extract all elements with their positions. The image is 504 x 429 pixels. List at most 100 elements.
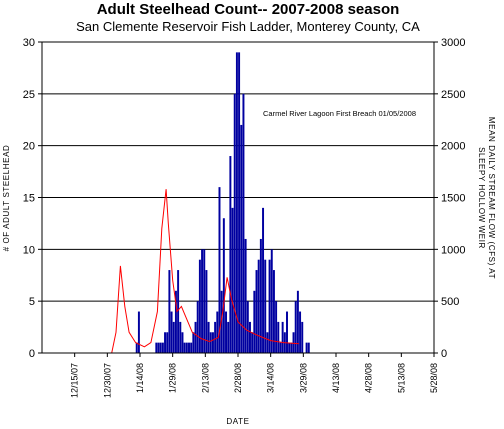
steelhead-bar bbox=[166, 332, 169, 353]
steelhead-bar bbox=[218, 187, 221, 353]
plot-area bbox=[41, 41, 435, 354]
steelhead-bar bbox=[216, 311, 219, 353]
steelhead-bar bbox=[207, 321, 210, 353]
steelhead-bar bbox=[170, 311, 173, 353]
steelhead-bar bbox=[277, 321, 280, 353]
steelhead-bar bbox=[286, 311, 288, 353]
steelhead-bar bbox=[253, 290, 256, 353]
y2-tick-label: 1000 bbox=[441, 244, 465, 256]
steelhead-bar bbox=[266, 332, 269, 353]
y-tick-label: 5 bbox=[29, 296, 35, 308]
left-axis-ticks: 0 5 10 15 20 25 30 bbox=[23, 37, 42, 360]
steelhead-bar bbox=[255, 270, 258, 353]
steelhead-bar bbox=[246, 301, 249, 353]
steelhead-bar bbox=[181, 332, 184, 353]
y-tick-label: 30 bbox=[23, 37, 35, 49]
steelhead-bar bbox=[214, 321, 217, 353]
steelhead-bar bbox=[233, 93, 236, 353]
y-axis-label: # OF ADULT STEELHEAD bbox=[2, 145, 11, 252]
x-tick-label: 4/13/08 bbox=[331, 363, 341, 393]
x-tick-label: 12/30/07 bbox=[102, 363, 112, 398]
x-tick-label: 1/14/08 bbox=[135, 363, 145, 393]
x-tick-label: 2/28/08 bbox=[233, 363, 243, 393]
y-tick-label: 20 bbox=[23, 141, 35, 153]
y2-tick-label: 2500 bbox=[441, 89, 465, 101]
y2-axis-label-line1: MEAN DAILY STREAM FLOW (CFS) AT bbox=[487, 117, 496, 279]
steelhead-bar bbox=[201, 249, 204, 353]
steelhead-bar bbox=[251, 332, 254, 353]
stream-flow-line bbox=[42, 189, 300, 354]
y2-tick-label: 2000 bbox=[441, 141, 465, 153]
steelhead-bar bbox=[211, 332, 214, 353]
steelhead-bar bbox=[264, 259, 267, 353]
steelhead-bar bbox=[188, 342, 190, 353]
steelhead-bar bbox=[290, 342, 293, 353]
y-tick-label: 25 bbox=[23, 89, 35, 101]
steelhead-bar bbox=[227, 321, 230, 353]
steelhead-bar bbox=[268, 259, 271, 353]
steelhead-bar bbox=[238, 52, 241, 353]
x-tick-label: 3/14/08 bbox=[266, 363, 276, 393]
steelhead-bar bbox=[164, 332, 167, 353]
gridlines bbox=[42, 41, 434, 302]
steelhead-bar bbox=[259, 238, 262, 353]
annotation-first-breach: Carmel River Lagoon First Breach 01/05/2… bbox=[263, 109, 416, 118]
steelhead-bar bbox=[257, 259, 260, 353]
steelhead-bar bbox=[172, 321, 175, 353]
steelhead-bar bbox=[194, 321, 197, 353]
steelhead-bar bbox=[296, 290, 299, 353]
date-axis-ticks: 12/15/07 12/30/07 1/14/08 1/29/08 2/13/08 2/2… bbox=[70, 353, 439, 398]
steelhead-bar bbox=[190, 342, 193, 353]
steelhead-bar bbox=[281, 321, 284, 353]
y-tick-label: 10 bbox=[23, 244, 35, 256]
steelhead-bar bbox=[288, 342, 291, 353]
steelhead-bar bbox=[196, 301, 199, 353]
x-tick-label: 1/29/08 bbox=[168, 363, 178, 393]
steelhead-bar bbox=[299, 311, 302, 353]
chart-subtitle: San Clemente Reservoir Fish Ladder, Mont… bbox=[76, 19, 420, 34]
steelhead-bar bbox=[240, 124, 243, 353]
steelhead-bar bbox=[242, 93, 245, 353]
steelhead-bar bbox=[205, 270, 208, 353]
steelhead-bar bbox=[220, 290, 223, 353]
steelhead-bar bbox=[159, 342, 162, 353]
steelhead-bar bbox=[235, 52, 238, 353]
steelhead-bar bbox=[177, 270, 180, 353]
steelhead-bar bbox=[179, 321, 182, 353]
y2-tick-label: 3000 bbox=[441, 37, 465, 49]
steelhead-bar bbox=[294, 301, 297, 353]
steelhead-bar bbox=[305, 342, 308, 353]
y2-tick-label: 500 bbox=[441, 296, 459, 308]
steelhead-bar bbox=[192, 332, 195, 353]
y2-tick-label: 1500 bbox=[441, 193, 465, 205]
right-axis-ticks: 0 500 1000 1500 2000 2500 3000 bbox=[434, 37, 465, 360]
steelhead-bar bbox=[161, 342, 164, 353]
steelhead-bar bbox=[222, 218, 225, 353]
steelhead-bar bbox=[307, 342, 310, 353]
x-tick-label: 12/15/07 bbox=[70, 363, 80, 398]
y2-tick-label: 0 bbox=[441, 348, 447, 360]
steelhead-bar bbox=[155, 342, 158, 353]
steelhead-bar bbox=[174, 290, 177, 353]
steelhead-bar bbox=[301, 321, 304, 353]
x-axis-label: DATE bbox=[226, 417, 249, 426]
steelhead-bar bbox=[198, 259, 201, 353]
y2-axis-label-line2: SLEEPY HOLLOW WEIR bbox=[477, 147, 486, 249]
steelhead-bar bbox=[168, 270, 171, 353]
steelhead-bar bbox=[248, 321, 251, 353]
x-tick-label: 3/29/08 bbox=[298, 363, 308, 393]
steelhead-bar bbox=[203, 249, 206, 353]
steelhead-bar bbox=[244, 238, 247, 353]
steelhead-bar bbox=[275, 301, 278, 353]
steelhead-bar bbox=[225, 311, 228, 353]
steelhead-bar bbox=[185, 342, 188, 353]
steelhead-bar bbox=[135, 342, 138, 353]
steelhead-bar bbox=[231, 207, 234, 353]
x-tick-label: 5/28/08 bbox=[429, 363, 439, 393]
steelhead-bar bbox=[137, 311, 140, 353]
steelhead-bar bbox=[229, 156, 232, 353]
steelhead-bar bbox=[183, 342, 186, 353]
steelhead-bars bbox=[135, 52, 310, 353]
steelhead-bar bbox=[157, 342, 160, 353]
